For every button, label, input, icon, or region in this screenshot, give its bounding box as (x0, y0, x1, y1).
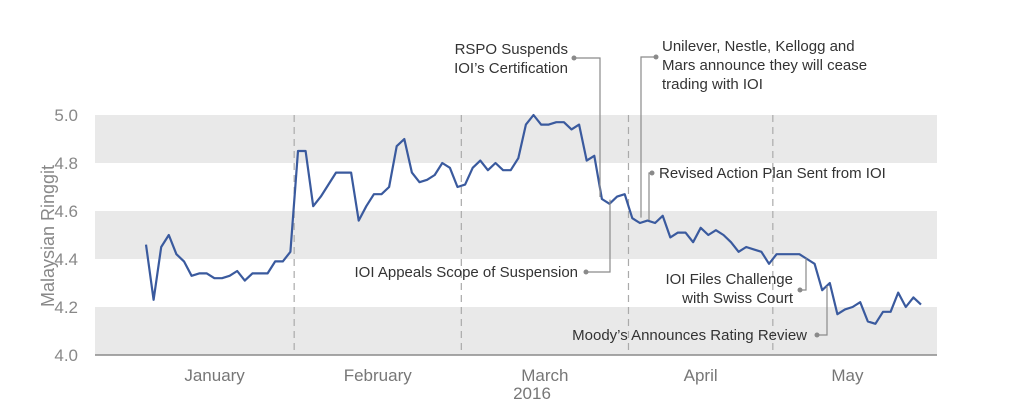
grid-band (95, 307, 937, 355)
y-tick-label: 4.8 (54, 154, 78, 173)
month-label: January (184, 366, 245, 385)
y-axis-label: Malaysian Ringgit (38, 165, 58, 307)
annotation-label: IOI Appeals Scope of Suspension (355, 264, 578, 281)
annotation-label: trading with IOI (662, 76, 763, 93)
month-dividers (293, 115, 774, 355)
year-label: 2016 (513, 384, 551, 403)
annotation-leader (817, 286, 828, 336)
annotation-dot (797, 287, 803, 293)
month-label: May (831, 366, 864, 385)
annotation-label: Mars announce they will cease (662, 57, 867, 74)
grid-band (95, 115, 937, 163)
annotation-dot (653, 54, 659, 60)
annotation-label: IOI’s Certification (454, 60, 568, 77)
annotation-leader (586, 199, 611, 273)
annotation-label: RSPO Suspends (455, 41, 568, 58)
y-tick-label: 4.2 (54, 298, 78, 317)
y-axis-ticks: 4.0 4.2 4.4 4.6 4.8 5.0 (54, 106, 78, 365)
annotation-label: Unilever, Nestle, Kellogg and (662, 38, 855, 55)
annotation-leader (574, 57, 601, 197)
series-line (144, 113, 922, 325)
series-layer (144, 113, 922, 325)
annotation-dot (814, 332, 820, 338)
annotation-dot (583, 269, 589, 275)
annotation-dot (649, 170, 655, 176)
annotation-label: Revised Action Plan Sent from IOI (659, 165, 886, 182)
annotations: RSPO Suspends IOI’s Certification Unilever… (355, 38, 886, 344)
annotation-label: Moody’s Announces Rating Review (572, 327, 807, 344)
month-label: February (344, 366, 413, 385)
annotation-leader (800, 258, 807, 291)
month-label: April (684, 366, 718, 385)
grid-band (95, 211, 937, 259)
y-tick-label: 4.0 (54, 346, 78, 365)
annotation-dot (571, 55, 577, 61)
y-tick-label: 4.6 (54, 202, 78, 221)
y-tick-label: 5.0 (54, 106, 78, 125)
grid-bands (95, 115, 937, 355)
month-labels: January February March April May (184, 366, 864, 385)
y-tick-label: 4.4 (54, 250, 78, 269)
month-label: March (521, 366, 568, 385)
annotation-leader (640, 56, 656, 218)
annotation-label: IOI Files Challenge (665, 271, 793, 288)
annotation-label: with Swiss Court (681, 290, 794, 307)
